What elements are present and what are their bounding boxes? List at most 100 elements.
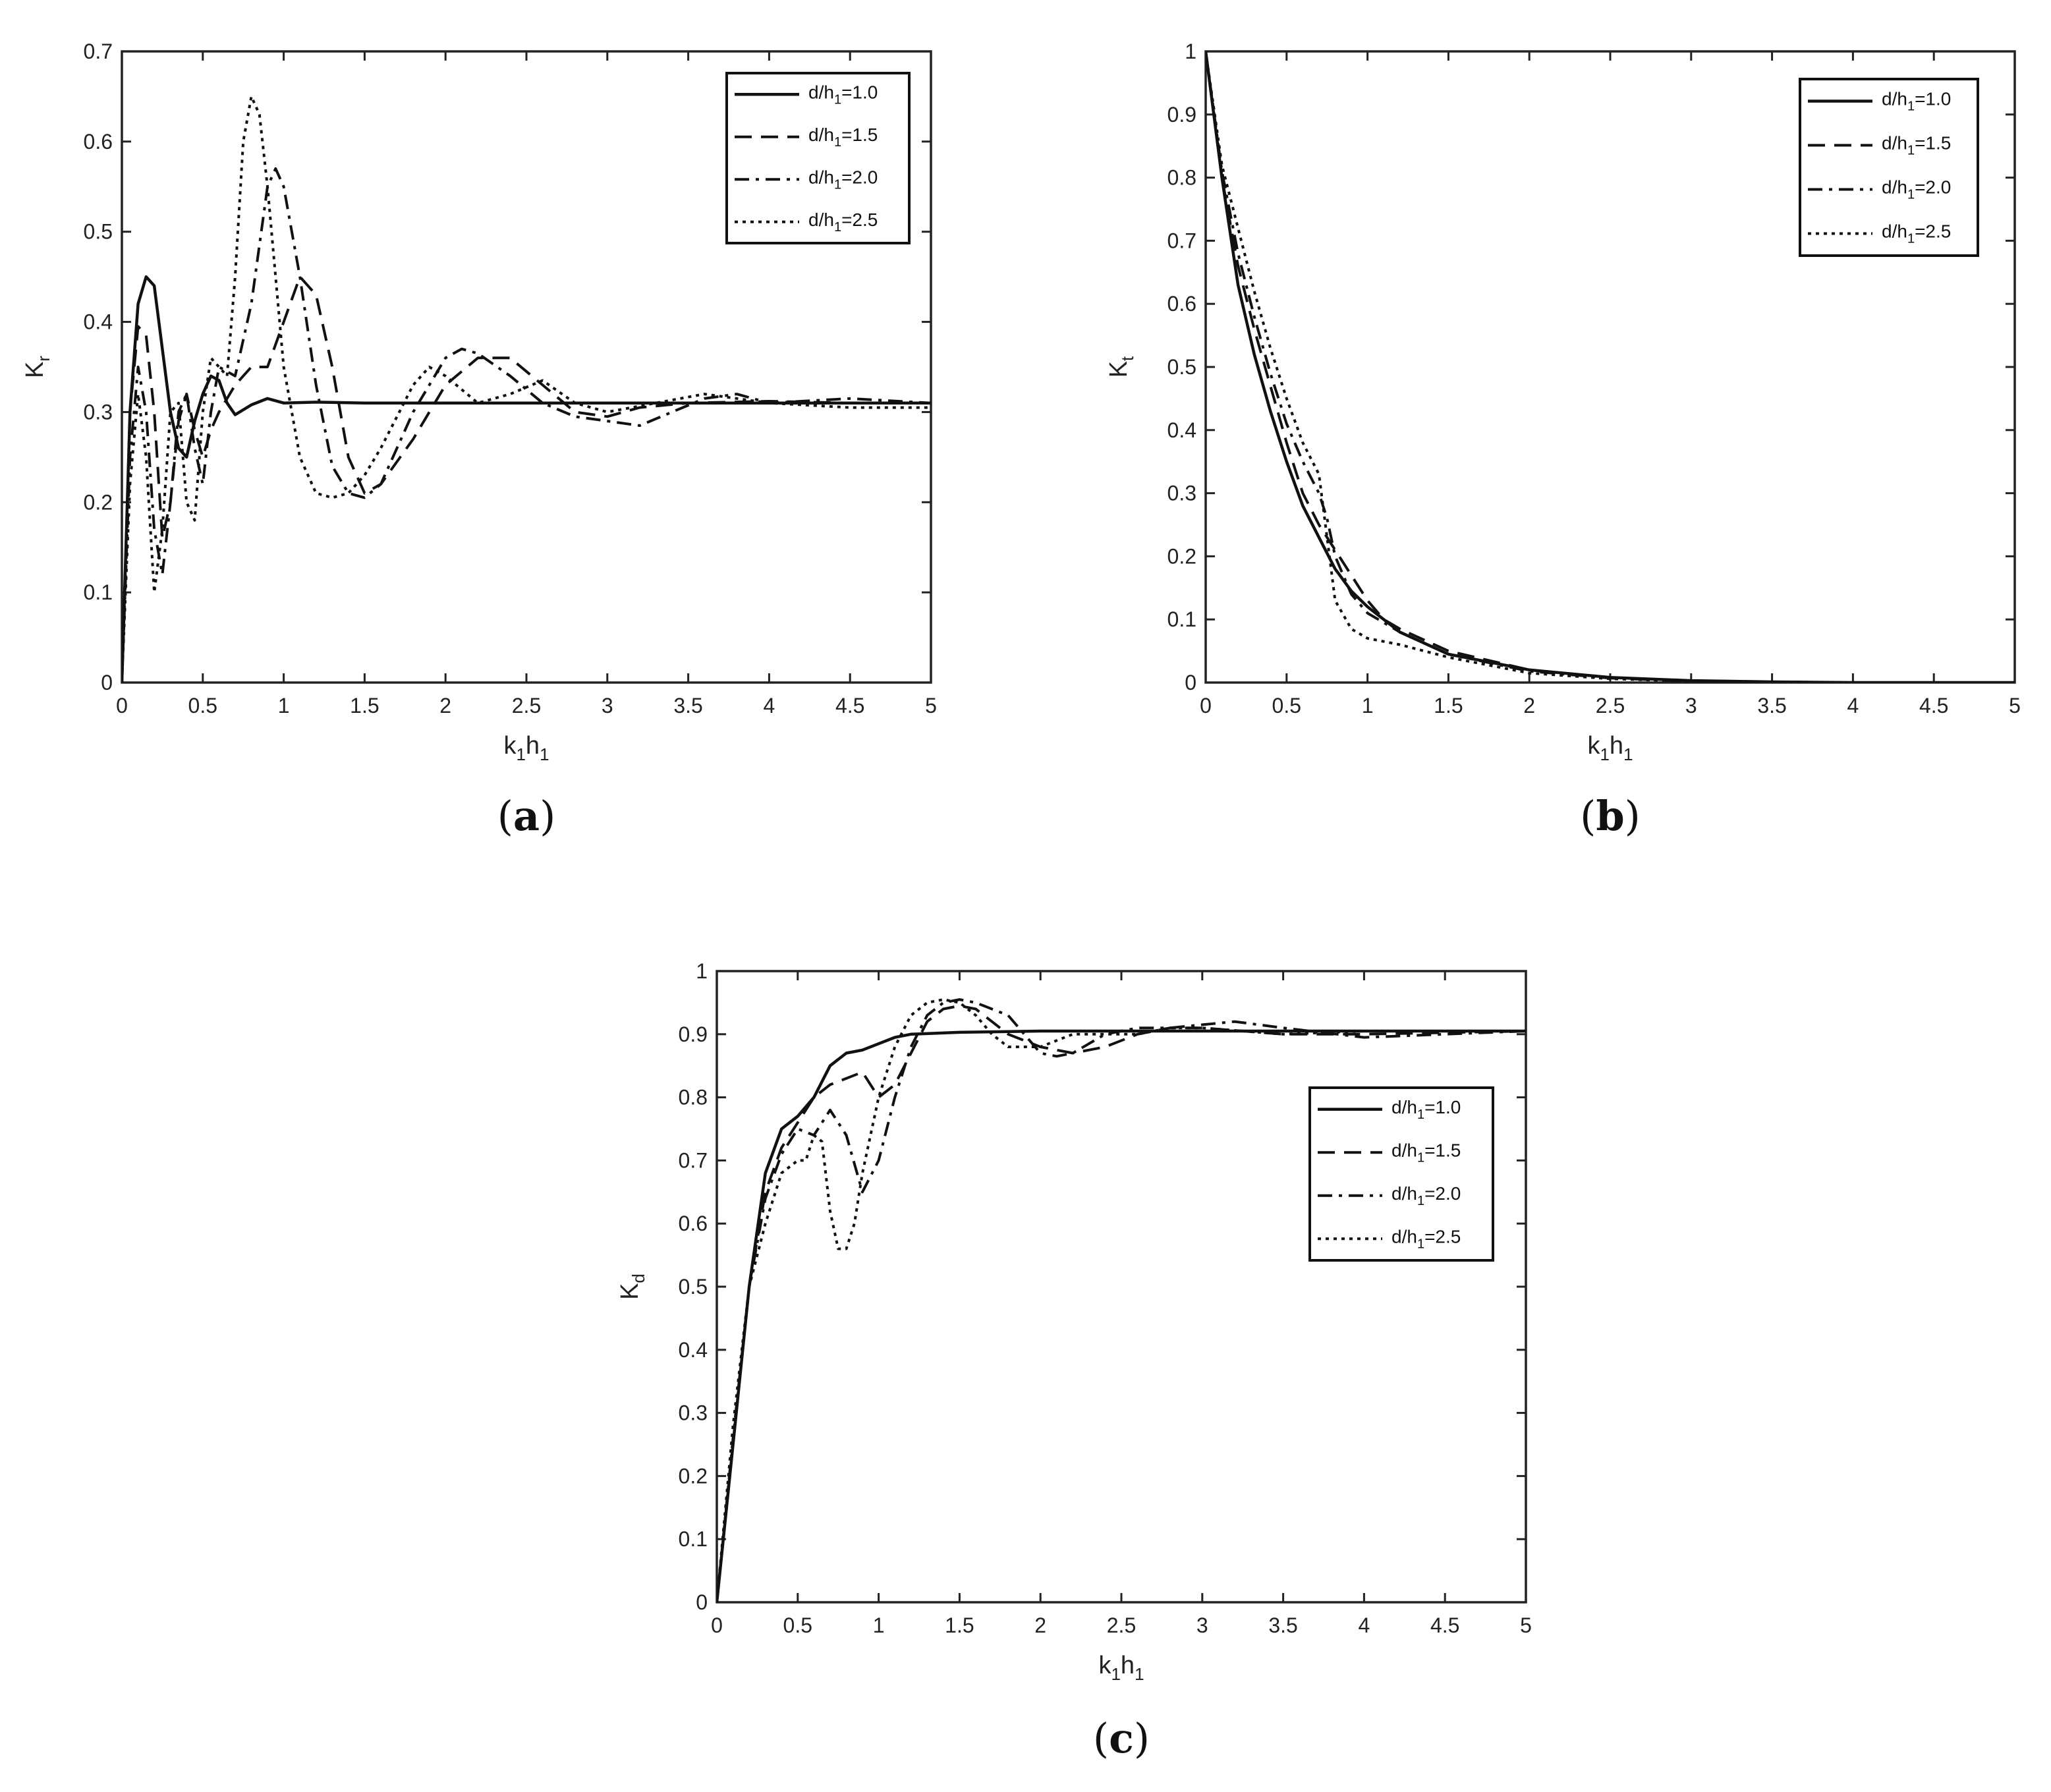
y-tick-label: 0.5 [679,1275,708,1299]
y-tick-label: 0.2 [679,1464,708,1488]
y-tick-label: 0.3 [1167,482,1196,505]
y-tick-label: 0 [696,1590,708,1614]
legend-label: d/h1=1.0 [1391,1097,1461,1122]
series-line-dashed [717,1004,1526,1602]
x-tick-label: 2.5 [512,694,541,717]
legend-label: d/h1=1.5 [1391,1140,1461,1165]
x-tick-label: 5 [1520,1613,1532,1637]
legend-box [725,72,911,244]
y-tick-label: 0.6 [84,130,113,154]
series-line-solid [717,1029,1526,1602]
x-tick-label: 3.5 [673,694,702,717]
chart-panel-c: 0 0.5 1 1.5 2 2.5 3 3.5 4 4.5 5 0 0.1 0.2 0.3 0.4 0.5 0.6… [616,959,1532,1762]
x-tick-label: 0 [711,1613,723,1637]
chart-panel-a: 0 0.5 1 1.5 2 2.5 3 3.5 4 4.5 5 0 0.1 0.2 0.3 0.4 0.5 0.6… [21,40,937,840]
x-tick-label: 0 [116,694,128,717]
x-tick-label: 1 [278,694,290,717]
legend-label: d/h1=2.0 [1391,1183,1461,1208]
x-tick-label: 1.5 [1434,694,1463,717]
legend: d/h1=1.0 d/h1=1.5 d/h1=2.0 d/h1=2.5 [1799,78,1979,257]
plot-frame [716,970,1527,1604]
panel-caption: (c) [1093,1714,1150,1762]
y-tick-label: 0.8 [1167,166,1196,190]
y-tick-label: 0.9 [679,1022,708,1046]
legend-label: d/h1=2.0 [808,167,878,192]
series-lines [717,998,1526,1602]
x-tick-label: 4.5 [1919,694,1948,717]
x-tick-label: 4.5 [1430,1613,1459,1637]
y-axis-label: Kr [21,356,53,378]
chart-panel-b: 0 0.5 1 1.5 2 2.5 3 3.5 4 4.5 5 0 0.1 0.2 0.3 0.4 0.5 0.6… [1105,40,2021,840]
x-tick-label: 2.5 [1107,1613,1136,1637]
y-tick-label: 0.2 [84,490,113,514]
legend-label: d/h1=1.5 [808,125,878,150]
y-tick-label: 0.4 [84,310,113,334]
series-line-dotted [1206,51,2015,683]
x-tick-label: 4 [1847,694,1859,717]
y-tick-label: 0.7 [679,1148,708,1172]
legend-box [1308,1086,1494,1262]
y-tick-label: 0.9 [1167,103,1196,126]
x-axis-label: k1h1 [1098,1652,1144,1684]
y-tick-label: 0.3 [84,400,113,424]
legend-label: d/h1=1.0 [1882,89,1951,114]
series-line-dashdot [717,998,1526,1602]
y-axis-label: Kt [1105,356,1137,378]
y-tick-label: 0.1 [679,1527,708,1551]
y-tick-label: 0.6 [1167,292,1196,316]
x-tick-label: 1 [1362,694,1374,717]
y-tick-label: 0.4 [679,1338,708,1362]
series-lines [1206,51,2015,683]
legend-label: d/h1=2.5 [1882,221,1951,246]
y-tick-label: 1 [1185,40,1196,63]
legend-box [1799,78,1979,257]
x-tick-label: 2 [1523,694,1535,717]
series-line-solid [122,275,931,683]
legend-label: d/h1=2.5 [1391,1226,1461,1251]
x-tick-label: 1 [873,1613,885,1637]
series-line-dotted [122,95,931,683]
y-tick-label: 0.1 [1167,607,1196,631]
y-tick-label: 0.3 [679,1401,708,1425]
legend-label: d/h1=2.5 [808,210,878,235]
y-tick-label: 0.6 [679,1212,708,1235]
legend-label: d/h1=1.5 [1882,133,1951,158]
legend-label: d/h1=2.0 [1882,177,1951,202]
series-line-dotted [717,998,1526,1602]
y-tick-label: 0.5 [84,220,113,244]
y-tick-label: 0.7 [84,40,113,63]
x-tick-label: 3.5 [1757,694,1786,717]
x-tick-label: 2.5 [1596,694,1625,717]
x-tick-label: 4.5 [835,694,864,717]
y-tick-label: 1 [696,959,708,983]
panel-caption: (a) [497,792,556,840]
x-tick-label: 3.5 [1268,1613,1297,1637]
x-tick-label: 3 [1196,1613,1208,1637]
x-tick-label: 0.5 [188,694,217,717]
x-tick-label: 2 [1034,1613,1046,1637]
x-tick-label: 2 [439,694,451,717]
series-lines [122,95,931,683]
y-tick-label: 0.5 [1167,355,1196,379]
legend-label: d/h1=1.0 [808,82,878,107]
y-tick-label: 0.1 [84,580,113,604]
series-line-dashdot [122,167,931,683]
panel-caption: (b) [1580,792,1641,840]
x-tick-label: 1.5 [945,1613,974,1637]
y-tick-label: 0.2 [1167,544,1196,568]
x-tick-label: 4 [764,694,775,717]
legend: d/h1=1.0 d/h1=1.5 d/h1=2.0 d/h1=2.5 [725,72,911,244]
x-axis-label: k1h1 [1587,732,1633,764]
y-tick-label: 0.4 [1167,418,1196,442]
x-tick-label: 5 [2009,694,2021,717]
x-tick-label: 1.5 [350,694,379,717]
series-line-dashed [122,275,931,683]
y-axis-label: Kd [616,1274,648,1300]
x-tick-label: 0.5 [783,1613,812,1637]
y-tick-label: 0 [1185,671,1196,694]
y-tick-label: 0.8 [679,1086,708,1109]
y-tick-label: 0.7 [1167,229,1196,252]
x-tick-label: 0 [1200,694,1212,717]
x-axis-label: k1h1 [503,732,549,764]
legend: d/h1=1.0 d/h1=1.5 d/h1=2.0 d/h1=2.5 [1308,1086,1494,1262]
